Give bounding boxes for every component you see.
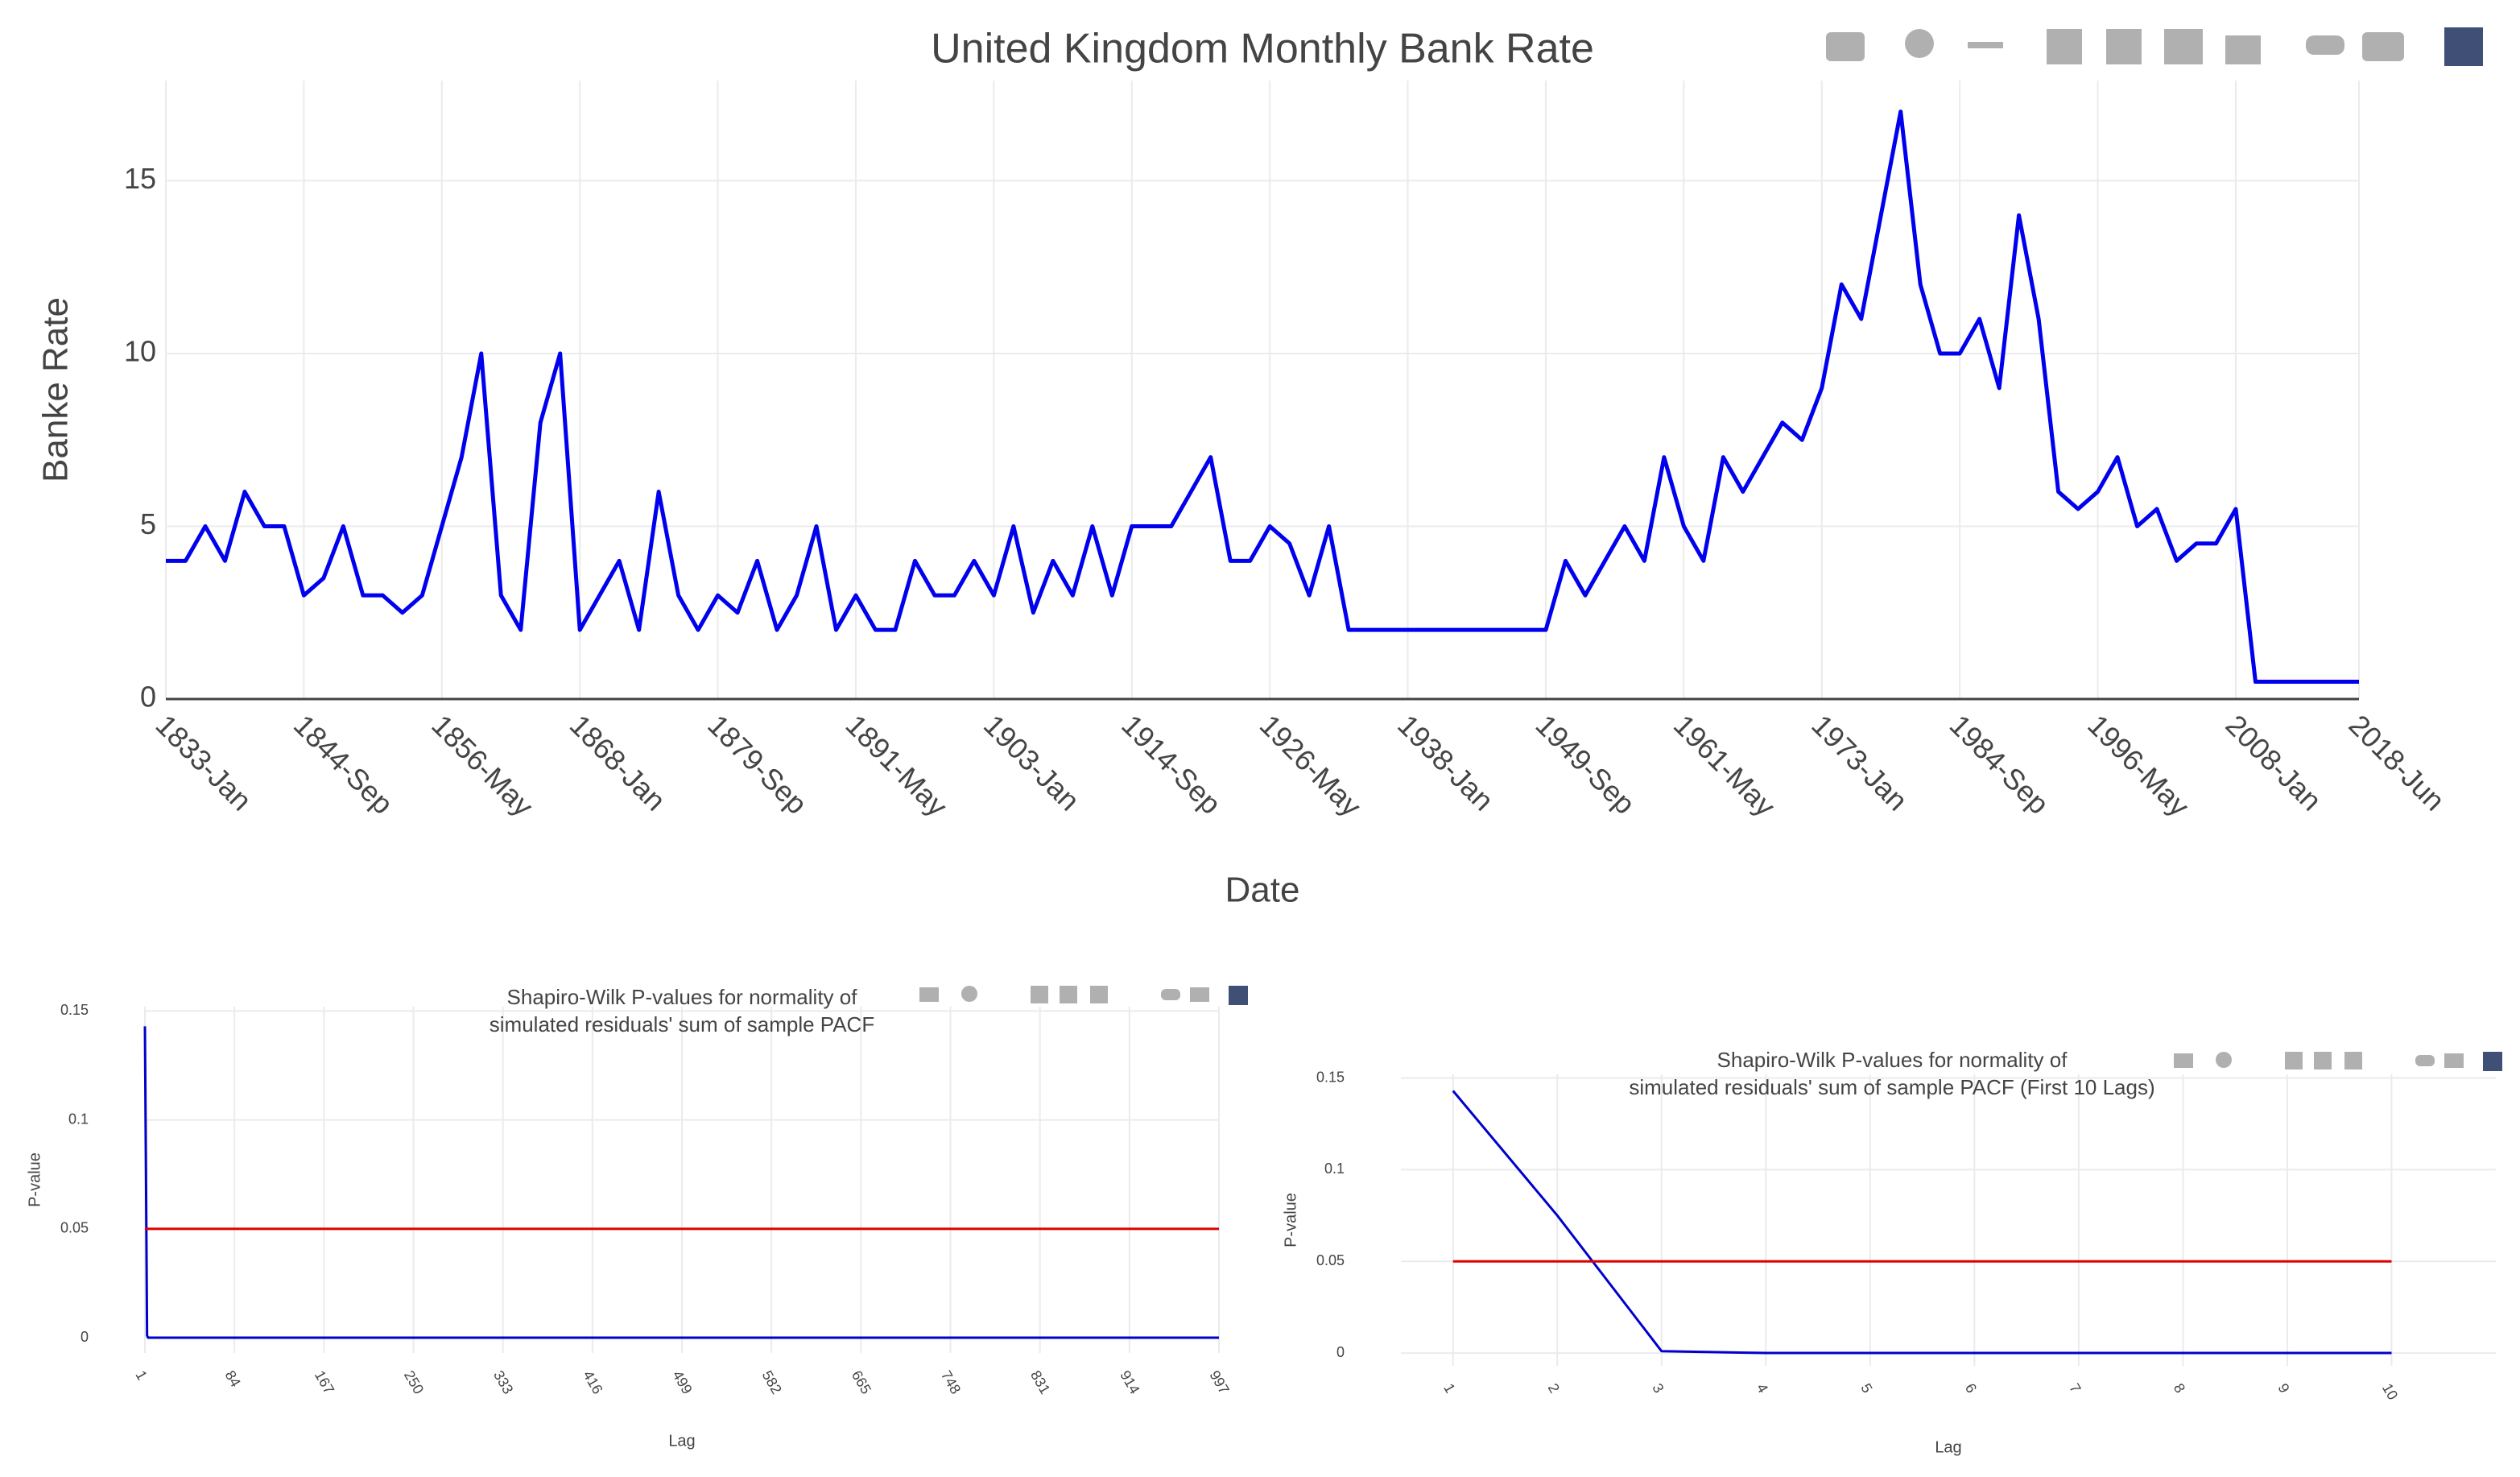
modebar-left [919,986,1248,1005]
modebar-right [2174,1052,2502,1071]
y-tick-label: 0.05 [1316,1252,1345,1268]
zoom-in-icon[interactable] [1031,986,1048,1003]
data-line [1452,1090,2392,1355]
pan-icon[interactable] [1968,42,2003,48]
zoom-icon[interactable] [2216,1052,2232,1068]
x-tick-label: 1914-Sep [1115,708,1227,820]
x-tick-label: 914 [1117,1367,1142,1396]
zoom-out-icon[interactable] [2314,1052,2332,1069]
y-axis-label: P-value [26,1152,43,1207]
autoscale-icon[interactable] [2344,1052,2362,1069]
y-tick-label: 0.15 [60,1002,89,1018]
x-tick-label: 2018-Jun [2343,708,2452,817]
camera-icon[interactable] [919,987,939,1002]
x-tick-label: 1903-Jan [977,708,1086,817]
x-tick-label: 1868-Jan [564,708,672,817]
x-tick-label: 3 [1649,1380,1667,1396]
x-tick-label: 1973-Jan [1805,708,1914,817]
spike-icon[interactable] [2415,1055,2435,1066]
chart-title: simulated residuals' sum of sample PACF [490,1012,874,1036]
x-axis-label: Lag [668,1432,695,1450]
x-tick-label: 1938-Jan [1391,708,1500,817]
x-tick-label: 748 [938,1367,964,1396]
chart-title: Shapiro-Wilk P-values for normality of [507,985,858,1009]
x-tick-label: 1949-Sep [1530,708,1642,820]
hover-icon[interactable] [2444,1053,2464,1068]
x-tick-label: 1996-May [2081,708,2196,822]
y-tick-label: 0 [1336,1344,1345,1360]
chart-title: simulated residuals' sum of sample PACF … [1629,1075,2154,1099]
y-tick-label: 15 [124,162,156,195]
x-tick-label: 5 [1857,1380,1875,1396]
camera-icon[interactable] [1826,32,1865,61]
x-tick-label: 10 [2379,1380,2401,1402]
x-tick-label: 1 [1440,1380,1458,1396]
x-axis-label: Lag [1935,1438,1961,1456]
data-line [143,1026,1219,1339]
x-tick-label: 1984-Sep [1944,708,2055,820]
zoom-in-icon[interactable] [2047,29,2082,64]
x-tick-label: 1 [132,1367,150,1383]
x-tick-label: 8 [2171,1380,2188,1396]
x-axis-label: Date [1225,871,1300,910]
camera-icon[interactable] [2174,1053,2193,1068]
zoom-icon[interactable] [961,986,977,1002]
x-tick-label: 831 [1027,1367,1053,1396]
x-tick-label: 1891-May [840,708,954,822]
y-tick-label: 0.15 [1316,1069,1345,1085]
y-axis-label: P-value [1282,1193,1299,1247]
x-tick-label: 1926-May [1254,708,1368,822]
modebar-top [1826,27,2483,66]
zoom-in-icon[interactable] [2285,1052,2303,1069]
plotly-logo[interactable] [2483,1052,2502,1071]
plotly-logo[interactable] [2444,27,2483,66]
hover-icon[interactable] [1190,987,1209,1002]
x-tick-label: 333 [490,1367,516,1396]
zoom-icon[interactable] [1905,29,1934,58]
x-tick-label: 7 [2066,1380,2084,1396]
chart-title: United Kingdom Monthly Bank Rate [931,26,1594,72]
x-tick-label: 6 [1962,1380,1980,1396]
y-tick-label: 0.1 [68,1111,89,1127]
autoscale-icon[interactable] [1090,986,1108,1003]
autoscale-icon[interactable] [2164,29,2203,64]
y-tick-label: 0 [81,1329,89,1345]
reset-icon[interactable] [2225,35,2261,64]
x-tick-label: 1879-Sep [701,708,813,820]
y-tick-label: 0.05 [60,1220,89,1236]
x-tick-label: 167 [312,1367,337,1396]
x-tick-label: 665 [849,1367,874,1396]
data-line [166,110,2359,685]
x-tick-label: 9 [2274,1380,2292,1396]
x-tick-label: 1833-Jan [150,708,258,817]
x-tick-label: 499 [669,1367,695,1396]
x-tick-label: 997 [1206,1367,1232,1396]
y-tick-label: 0.1 [1324,1160,1345,1177]
x-tick-label: 1856-May [425,708,539,822]
y-tick-label: 10 [124,334,156,367]
x-tick-label: 582 [759,1367,785,1396]
x-tick-label: 2 [1545,1380,1563,1396]
plotly-logo[interactable] [1229,986,1248,1005]
y-axis-label: Banke Rate [36,297,76,482]
spike-icon[interactable] [1161,989,1180,1000]
y-tick-label: 5 [140,507,156,540]
x-tick-label: 4 [1754,1380,1771,1396]
y-tick-label: 0 [140,681,156,714]
chart-title: Shapiro-Wilk P-values for normality of [1717,1048,2068,1072]
zoom-out-icon[interactable] [1060,986,1077,1003]
x-tick-label: 250 [401,1367,427,1396]
x-tick-label: 416 [580,1367,605,1396]
x-tick-label: 1844-Sep [287,708,399,820]
x-tick-label: 84 [222,1367,244,1389]
spike-icon[interactable] [2306,35,2344,55]
zoom-out-icon[interactable] [2106,29,2142,64]
x-tick-label: 1961-May [1667,708,1782,822]
hover-icon[interactable] [2362,32,2404,61]
x-tick-label: 2008-Jan [2220,708,2328,817]
